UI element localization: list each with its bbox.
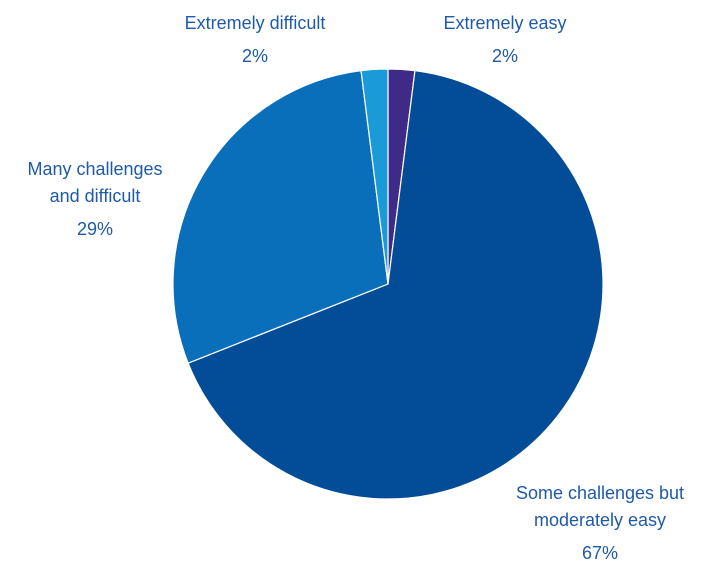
- pie-slices: [172, 68, 604, 500]
- pie-slice-extremely-difficult: [360, 68, 389, 285]
- slice-label-text: and difficult: [49, 186, 141, 206]
- slice-label-text: Some challenges but: [515, 483, 685, 503]
- slice-label-many-challenges: Many challenges and difficult 29%: [0, 156, 190, 243]
- slice-label-extremely-easy: Extremely easy 2%: [410, 10, 600, 70]
- slice-label-text: Extremely difficult: [184, 13, 326, 33]
- pie-slice-some-challenges-but-moderately-easy: [187, 70, 604, 500]
- slice-value-label: 2%: [491, 46, 518, 66]
- slice-label-some-challenges: Some challenges but moderately easy 67%: [490, 480, 710, 567]
- slice-label-text: moderately easy: [533, 510, 667, 530]
- slice-value-label: 29%: [76, 219, 114, 239]
- slice-label-text: Extremely easy: [443, 13, 567, 33]
- slice-value-label: 2%: [241, 46, 268, 66]
- pie-slice-many-challenges-and-difficult: [172, 70, 389, 364]
- slice-label-extremely-difficult: Extremely difficult 2%: [160, 10, 350, 70]
- slice-value-label: 67%: [581, 543, 619, 563]
- slice-label-text: Many challenges: [27, 159, 163, 179]
